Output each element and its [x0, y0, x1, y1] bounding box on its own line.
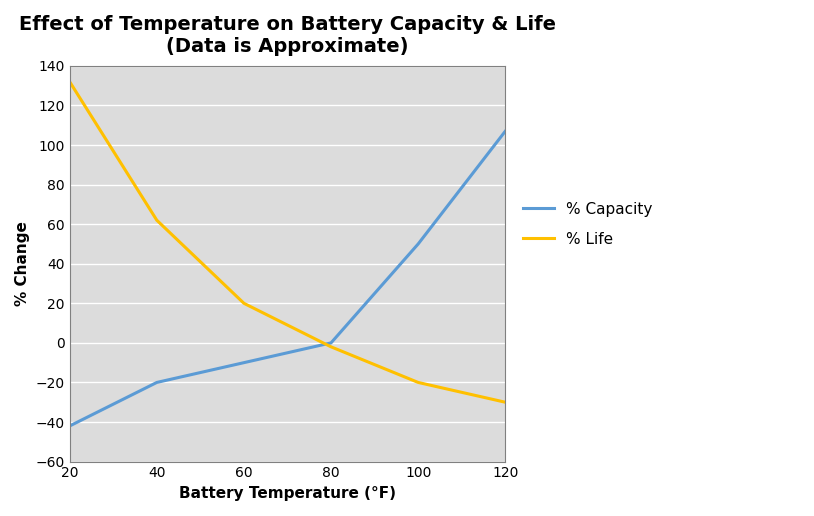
% Life: [65, 78, 75, 85]
Line: % Life: % Life: [70, 82, 505, 402]
X-axis label: Battery Temperature (°F): Battery Temperature (°F): [179, 486, 396, 501]
Title: Effect of Temperature on Battery Capacity & Life
(Data is Approximate): Effect of Temperature on Battery Capacit…: [19, 15, 556, 56]
% Life: [414, 379, 423, 385]
% Capacity: [414, 241, 423, 247]
% Capacity: [501, 128, 510, 134]
% Life: [326, 344, 336, 350]
% Capacity: [239, 360, 249, 366]
% Capacity: [65, 423, 75, 429]
% Life: [239, 300, 249, 307]
% Capacity: [152, 379, 162, 385]
Line: % Capacity: % Capacity: [70, 131, 505, 426]
% Capacity: [326, 340, 336, 346]
Y-axis label: % Change: % Change: [15, 221, 30, 306]
% Life: [152, 217, 162, 223]
% Life: [501, 399, 510, 406]
Legend: % Capacity, % Life: % Capacity, % Life: [517, 196, 659, 253]
